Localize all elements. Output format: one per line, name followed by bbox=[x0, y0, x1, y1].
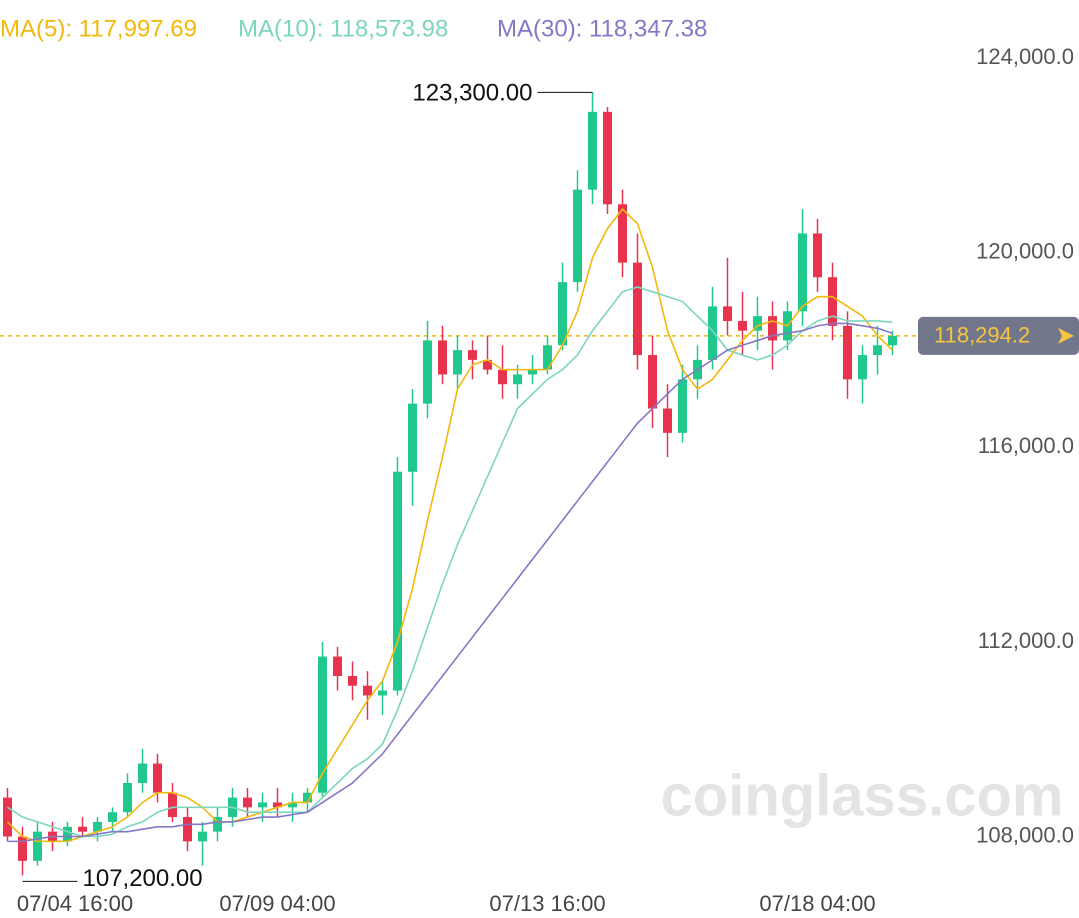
candle-body bbox=[543, 345, 552, 370]
x-tick-label: 07/13 16:00 bbox=[489, 891, 605, 916]
y-tick-label: 116,000.0 bbox=[978, 433, 1074, 458]
ma-line bbox=[6, 207, 894, 843]
x-tick-label: 07/18 04:00 bbox=[759, 891, 875, 916]
candle-body bbox=[468, 350, 477, 360]
candle-body bbox=[723, 306, 732, 321]
candle-body bbox=[393, 471, 402, 691]
candle-body bbox=[168, 792, 177, 818]
candle-body bbox=[618, 204, 627, 263]
candle-body bbox=[588, 111, 597, 190]
candle-body bbox=[303, 792, 312, 803]
x-tick-label: 07/09 04:00 bbox=[219, 891, 335, 916]
candle-body bbox=[483, 359, 492, 370]
candle-body bbox=[633, 262, 642, 356]
candle-body bbox=[663, 408, 672, 433]
candle-body bbox=[528, 369, 537, 375]
candle-body bbox=[288, 802, 297, 808]
candle-body bbox=[513, 374, 522, 385]
candle-body bbox=[273, 802, 282, 808]
legend-entry: MA(10): 118,573.98 bbox=[238, 15, 448, 42]
candle-body bbox=[873, 345, 882, 356]
candle-body bbox=[768, 316, 777, 341]
candle-body bbox=[753, 316, 762, 331]
candle-body bbox=[573, 189, 582, 283]
candle-body bbox=[93, 821, 102, 832]
candle-body bbox=[33, 831, 42, 861]
candle-body bbox=[18, 836, 27, 861]
legend-entry: MA(30): 118,347.38 bbox=[497, 15, 707, 42]
candle-body bbox=[813, 233, 822, 278]
y-tick-label: 112,000.0 bbox=[978, 628, 1074, 653]
candle-body bbox=[198, 831, 207, 842]
candle-body bbox=[858, 355, 867, 380]
y-tick-label: 108,000.0 bbox=[976, 822, 1074, 847]
candle-body bbox=[648, 355, 657, 409]
candle-body bbox=[438, 340, 447, 375]
candle-body bbox=[828, 277, 837, 326]
candle-body bbox=[498, 369, 507, 385]
candle-body bbox=[78, 826, 87, 832]
candle-body bbox=[3, 797, 12, 837]
candle-body bbox=[318, 656, 327, 793]
candle-body bbox=[183, 817, 192, 842]
y-tick-label: 124,000.0 bbox=[976, 44, 1074, 69]
watermark: coinglass.com bbox=[661, 763, 1064, 828]
annotation-label: 107,200.00 bbox=[83, 865, 203, 892]
current-price-badge bbox=[918, 316, 1079, 355]
candle-body bbox=[378, 690, 387, 696]
candle-body bbox=[843, 325, 852, 380]
candle-body bbox=[363, 685, 372, 696]
candle-body bbox=[738, 320, 747, 331]
y-tick-label: 120,000.0 bbox=[976, 239, 1074, 264]
candle-body bbox=[108, 812, 117, 822]
candle-body bbox=[138, 763, 147, 784]
candle-body bbox=[453, 350, 462, 375]
candle-body bbox=[153, 763, 162, 793]
candle-body bbox=[213, 817, 222, 832]
candle-body bbox=[408, 403, 417, 472]
current-price-label: 118,294.2 bbox=[934, 323, 1030, 348]
candle-body bbox=[708, 306, 717, 360]
candle-body bbox=[558, 282, 567, 346]
x-tick-label: 07/04 16:00 bbox=[17, 891, 133, 916]
current-price-arrow bbox=[1058, 327, 1074, 344]
candle-body bbox=[333, 656, 342, 677]
candle-body bbox=[348, 676, 357, 686]
candle-body bbox=[678, 379, 687, 433]
candle-body bbox=[243, 797, 252, 808]
ma-line bbox=[7, 322, 893, 843]
candle-body bbox=[123, 783, 132, 813]
candle-body bbox=[603, 111, 612, 205]
annotation-label: 123,300.00 bbox=[412, 80, 532, 107]
candle-body bbox=[63, 826, 72, 842]
ma-line bbox=[7, 286, 893, 838]
candle-body bbox=[798, 233, 807, 312]
candle-body bbox=[423, 340, 432, 404]
legend-entry: MA(5): 117,997.69 bbox=[0, 15, 197, 42]
candle-body bbox=[258, 802, 267, 808]
candle-body bbox=[888, 335, 897, 346]
